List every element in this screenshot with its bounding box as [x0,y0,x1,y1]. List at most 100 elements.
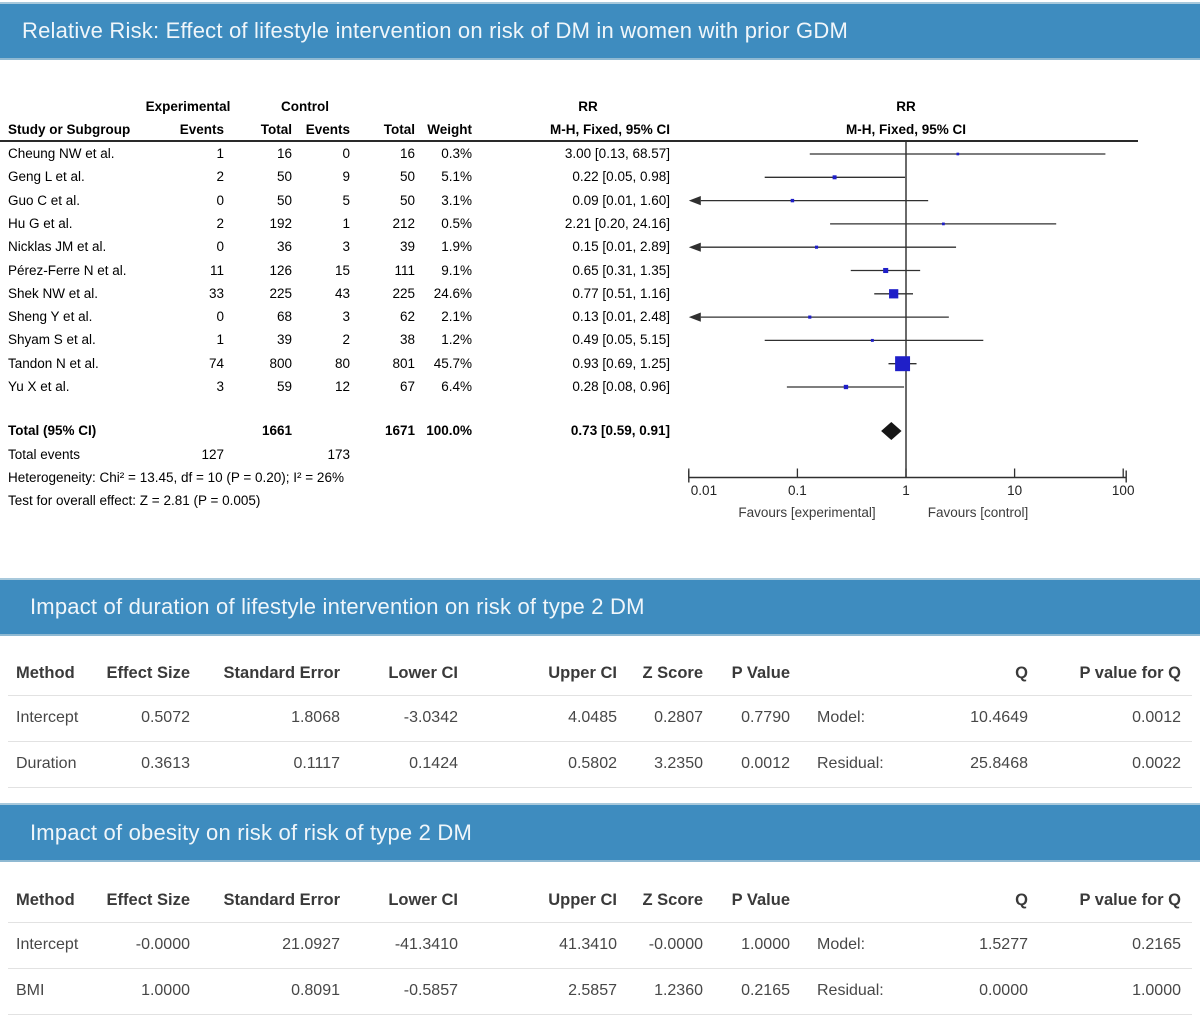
obesity-table-title: Impact of obesity on risk of risk of typ… [30,819,473,845]
exp-events: 3 [216,379,224,394]
exp-events: 2 [216,169,224,185]
ctrl-events: 2 [342,332,350,348]
study-name: Pérez-Ferre N et al. [8,262,127,278]
rr-ci-text: 0.09 [0.01, 1.60] [572,192,670,208]
rr-ci-text: 0.15 [0.01, 2.89] [572,239,670,255]
total-events-exp: 127 [201,447,224,462]
z-score-cell-header: Z Score [642,664,703,682]
ctrl-total: 212 [392,215,415,231]
ctrl-events: 0 [342,146,350,161]
col-study-subgroup: Study or Subgroup [8,122,131,137]
study-name: Hu G et al. [8,215,73,231]
ci-arrow-left [688,242,701,252]
upper-ci-cell-header: Upper CI [548,664,617,682]
model-label-cell: Model: [817,709,866,726]
ctrl-events: 43 [334,285,350,301]
forest-plot-title-banner: Relative Risk: Effect of lifestyle inter… [0,2,1200,60]
axis-tick-label: 10 [1007,483,1022,498]
z-score-cell: -0.0000 [648,936,703,953]
q-cell-header: Q [1015,664,1028,682]
p-value-for-q-cell: 0.0022 [1132,755,1181,772]
study-name: Tandon N et al. [8,355,99,371]
standard-error-cell-header: Standard Error [223,891,340,909]
effect-marker [814,245,819,249]
lower-ci-cell: -3.0342 [403,709,458,726]
method-cell-header: Method [16,664,75,682]
standard-error-cell: 0.8091 [291,982,340,999]
exp-events: 2 [216,215,224,231]
col-ctrl-events: Events [305,122,350,137]
favours-experimental-label: Favours [experimental] [738,505,875,520]
effect-size-cell-header: Effect Size [106,891,190,909]
effect-marker [832,175,837,180]
col-ctrl-total: Total [383,122,415,137]
header-divider-line [0,140,1138,142]
effect-marker [870,338,874,342]
duration-table-title: Impact of duration of lifestyle interven… [30,594,645,619]
effect-size-cell: 0.3613 [141,755,190,772]
ctrl-total: 39 [399,239,415,255]
table-row: Geng L et al. 2 50 9 50 5.1% 0.22 [0.05, 0.98] [0,165,680,189]
weight: 0.3% [441,146,472,161]
z-score-cell: 3.2350 [654,755,703,772]
ctrl-total: 225 [392,285,415,301]
model-label-cell: Residual: [817,755,884,772]
rr-ci-text: 0.13 [0.01, 2.48] [572,309,670,325]
ctrl-total: 50 [399,169,415,185]
row-separator [8,741,1192,742]
obesity-table-banner: Impact of obesity on risk of risk of typ… [0,803,1200,862]
rr-ci-text: 0.65 [0.31, 1.35] [572,262,670,278]
ctrl-total: 50 [399,192,415,208]
q-cell: 0.0000 [979,982,1028,999]
table-row: Shyam S et al. 1 39 2 38 1.2% 0.49 [0.05, 5.15… [0,328,680,352]
exp-events: 1 [216,146,224,161]
upper-ci-cell: 41.3410 [559,936,617,953]
exp-events: 0 [216,309,224,325]
ctrl-events: 9 [342,169,350,185]
ctrl-total: 16 [399,146,415,161]
p-value-cell-header: P Value [731,664,790,682]
study-name: Sheng Y et al. [8,309,93,325]
exp-total: 126 [269,262,292,278]
model-label-cell: Residual: [817,982,884,999]
total-label: Total (95% CI) [8,423,97,438]
standard-error-cell: 0.1117 [293,755,340,772]
axis-tick-label: 100 [1112,483,1135,498]
lower-ci-cell-header: Lower CI [388,664,458,682]
effect-marker [883,267,889,274]
study-name: Shyam S et al. [8,332,96,348]
p-value-for-q-cell: 0.0012 [1132,709,1181,726]
effect-marker [808,315,812,319]
effect-size-cell-header: Effect Size [106,664,190,682]
exp-events: 74 [208,355,224,371]
col-exp-total: Total [260,122,292,137]
total-ctrl: 1671 [384,423,415,438]
table-row: Total events 127 173 [0,443,680,467]
weight: 2.1% [441,309,472,325]
table-row: Sheng Y et al. 0 68 3 62 2.1% 0.13 [0.01, 2.48… [0,305,680,329]
col-rr-text: RR [578,99,598,114]
q-cell-header: Q [1015,891,1028,909]
exp-events: 33 [208,285,224,301]
ctrl-events: 80 [334,355,350,371]
q-cell: 10.4649 [970,709,1028,726]
exp-total: 36 [276,239,292,255]
axis-tick-label: 0.01 [691,483,717,498]
effect-size-cell: 0.5072 [141,709,190,726]
table-row: Total (95% CI) 1661 1671 100.0% 0.73 [0.59, … [0,419,680,443]
col-exp-events: Events [179,122,224,137]
upper-ci-cell: 2.5857 [568,982,617,999]
exp-total: 16 [276,146,292,161]
exp-events: 11 [209,262,224,278]
upper-ci-cell: 0.5802 [568,755,617,772]
heterogeneity-note: Heterogeneity: Chi² = 13.45, df = 10 (P … [8,470,344,485]
exp-total: 50 [276,169,292,185]
lower-ci-cell-header: Lower CI [388,891,458,909]
p-value-for-q-cell: 1.0000 [1132,982,1181,999]
effect-marker [942,222,945,226]
ctrl-events: 3 [342,239,350,255]
p-value-cell: 0.0012 [741,755,790,772]
total-events-ctrl: 173 [327,447,350,462]
rr-ci-text: 2.21 [0.20, 24.16] [564,215,670,231]
p-value-cell: 1.0000 [741,936,790,953]
